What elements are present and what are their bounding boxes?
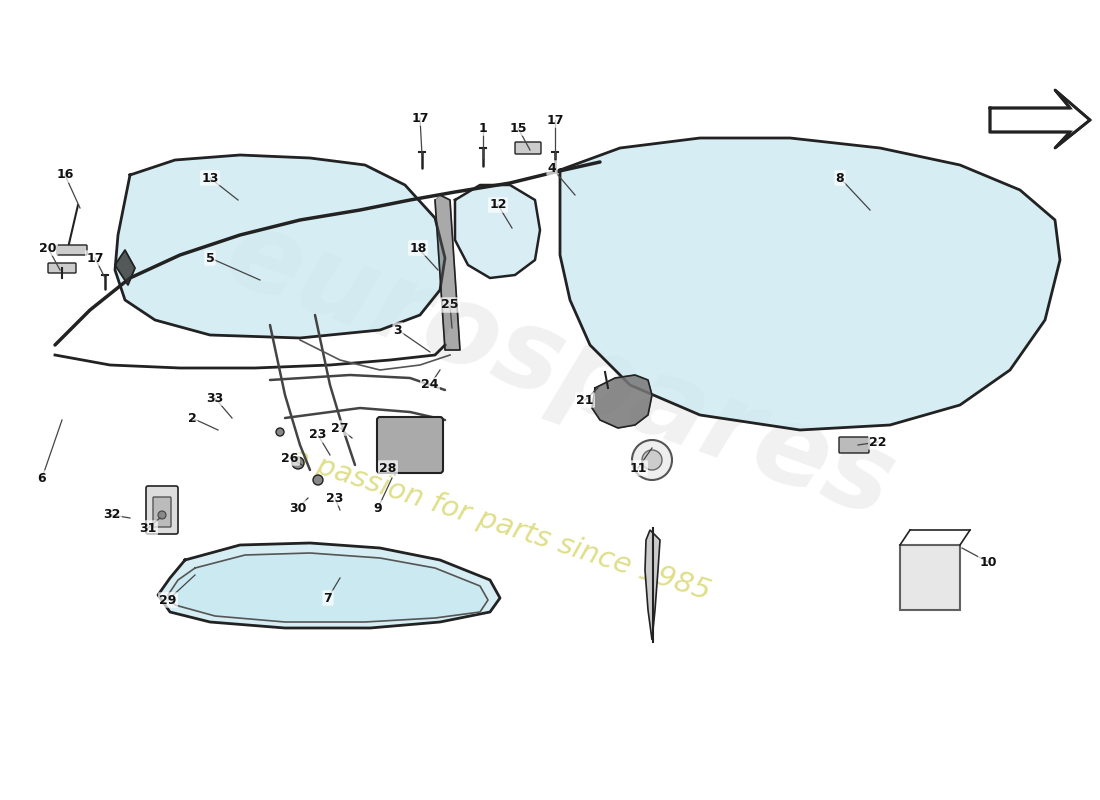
Text: 5: 5: [206, 251, 214, 265]
Circle shape: [314, 475, 323, 485]
Text: 11: 11: [629, 462, 647, 474]
Text: 17: 17: [411, 111, 429, 125]
Text: 23: 23: [309, 429, 327, 442]
Polygon shape: [592, 375, 652, 428]
Circle shape: [632, 440, 672, 480]
FancyBboxPatch shape: [839, 437, 869, 453]
Text: 17: 17: [547, 114, 563, 126]
Text: 32: 32: [103, 509, 121, 522]
FancyBboxPatch shape: [48, 263, 76, 273]
Text: 17: 17: [86, 251, 103, 265]
Polygon shape: [560, 138, 1060, 430]
Circle shape: [292, 457, 304, 469]
Text: 21: 21: [576, 394, 594, 406]
Circle shape: [158, 511, 166, 519]
Circle shape: [276, 428, 284, 436]
FancyBboxPatch shape: [515, 142, 541, 154]
Text: 22: 22: [869, 435, 887, 449]
Text: 20: 20: [40, 242, 57, 254]
Polygon shape: [645, 530, 660, 640]
Text: eurospares: eurospares: [211, 199, 909, 541]
Text: 18: 18: [409, 242, 427, 254]
Polygon shape: [168, 553, 488, 622]
Polygon shape: [116, 155, 446, 338]
Circle shape: [642, 450, 662, 470]
FancyBboxPatch shape: [377, 417, 443, 473]
Text: 7: 7: [323, 591, 332, 605]
Text: 9: 9: [374, 502, 383, 514]
Text: 24: 24: [421, 378, 439, 391]
Text: 13: 13: [201, 171, 219, 185]
Text: 30: 30: [289, 502, 307, 514]
Text: 1: 1: [478, 122, 487, 134]
Text: 27: 27: [331, 422, 349, 434]
Text: 2: 2: [188, 411, 197, 425]
Text: 10: 10: [979, 555, 997, 569]
FancyBboxPatch shape: [153, 497, 170, 527]
Polygon shape: [990, 90, 1090, 148]
FancyBboxPatch shape: [57, 245, 87, 255]
Text: 28: 28: [379, 462, 397, 474]
Text: 23: 23: [327, 491, 343, 505]
Polygon shape: [434, 195, 460, 350]
Text: 31: 31: [140, 522, 156, 534]
Text: 33: 33: [207, 391, 223, 405]
Text: 15: 15: [509, 122, 527, 134]
Text: 8: 8: [836, 171, 845, 185]
Text: 25: 25: [441, 298, 459, 311]
Polygon shape: [158, 543, 501, 628]
Text: a passion for parts since 1985: a passion for parts since 1985: [286, 444, 714, 606]
Polygon shape: [455, 185, 540, 278]
Polygon shape: [116, 250, 135, 285]
Polygon shape: [900, 545, 960, 610]
Text: 26: 26: [282, 451, 299, 465]
Text: 29: 29: [160, 594, 177, 606]
Text: 6: 6: [37, 471, 46, 485]
Text: 12: 12: [490, 198, 507, 211]
Text: 16: 16: [56, 169, 74, 182]
Text: 4: 4: [548, 162, 557, 174]
FancyBboxPatch shape: [146, 486, 178, 534]
Text: 3: 3: [394, 323, 403, 337]
